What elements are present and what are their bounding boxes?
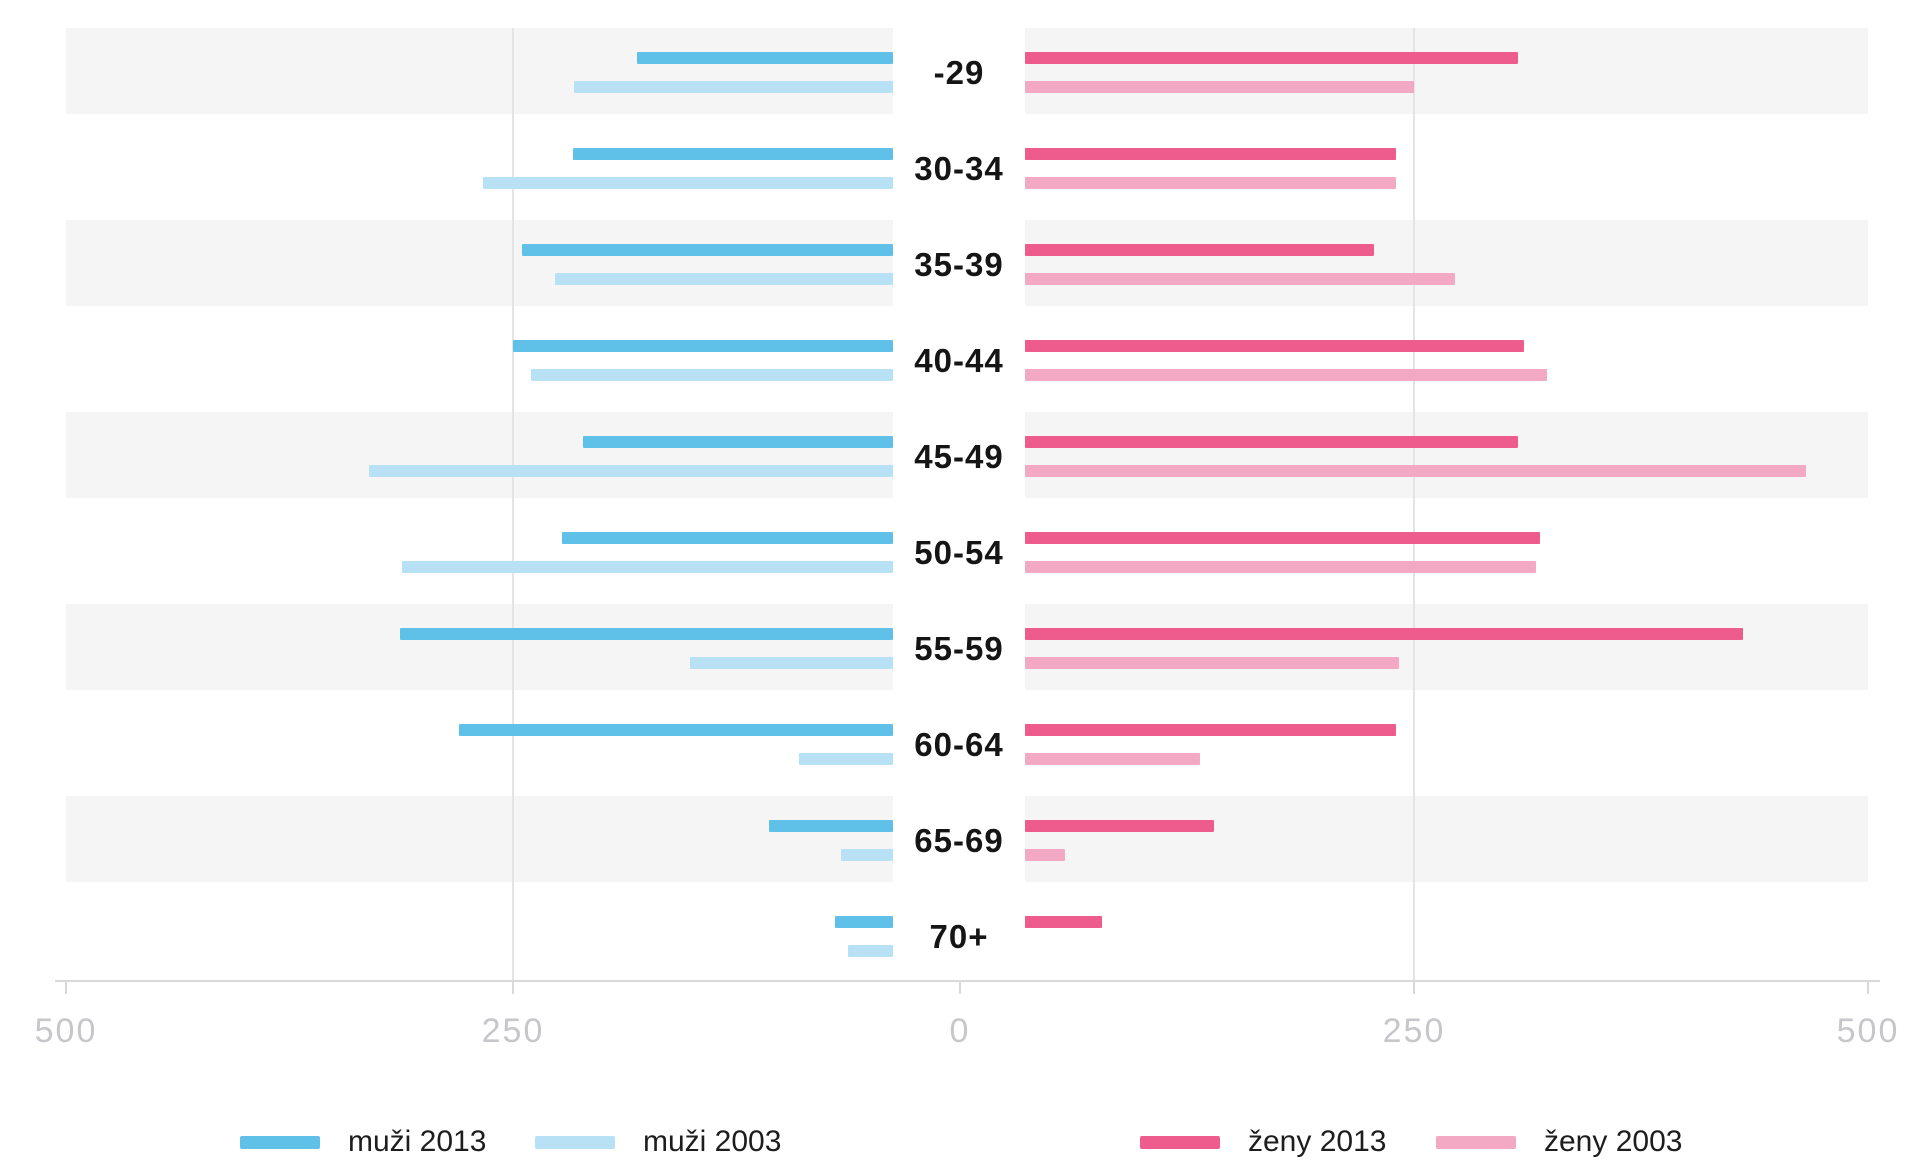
bar-muzi-2003-45-49[interactable] bbox=[369, 465, 893, 477]
legend-label: muži 2003 bbox=[643, 1125, 782, 1158]
bar-muzi-2013-30-34[interactable] bbox=[573, 148, 893, 160]
legend-item-muzi-2013[interactable]: muži 2013 bbox=[240, 1125, 487, 1158]
legend-label: muži 2013 bbox=[348, 1125, 487, 1158]
bar-muzi-2013-45-49[interactable] bbox=[583, 436, 893, 448]
bar-muzi-2003-65-69[interactable] bbox=[841, 849, 893, 861]
axis-tick bbox=[65, 980, 67, 994]
age-label-60-64: 60-64 bbox=[914, 726, 1004, 763]
row-band bbox=[66, 604, 893, 690]
row-band bbox=[66, 412, 893, 498]
bar-muzi-2013-35-39[interactable] bbox=[522, 244, 893, 256]
bar-muzi-2003-30-34[interactable] bbox=[483, 177, 893, 189]
age-label-70+: 70+ bbox=[929, 918, 989, 955]
bar-muzi-2013--29[interactable] bbox=[637, 52, 893, 64]
gridline-250 bbox=[512, 28, 514, 980]
bar-zeny-2003--29[interactable] bbox=[1025, 81, 1414, 93]
age-label-65-69: 65-69 bbox=[914, 822, 1004, 859]
bar-muzi-2003-40-44[interactable] bbox=[531, 369, 893, 381]
bar-zeny-2013-40-44[interactable] bbox=[1025, 340, 1524, 352]
legend-item-zeny-2013[interactable]: ženy 2013 bbox=[1140, 1125, 1387, 1158]
bar-zeny-2013-45-49[interactable] bbox=[1025, 436, 1518, 448]
axis-tick bbox=[512, 980, 514, 994]
bar-muzi-2003-35-39[interactable] bbox=[555, 273, 893, 285]
bar-zeny-2003-60-64[interactable] bbox=[1025, 753, 1200, 765]
bar-muzi-2013-65-69[interactable] bbox=[769, 820, 893, 832]
bar-zeny-2003-30-34[interactable] bbox=[1025, 177, 1396, 189]
bar-zeny-2003-65-69[interactable] bbox=[1025, 849, 1065, 861]
x-axis-line bbox=[55, 980, 1880, 982]
bar-muzi-2003-50-54[interactable] bbox=[402, 561, 893, 573]
row-band bbox=[1025, 412, 1868, 498]
axis-tick bbox=[1867, 980, 1869, 994]
bar-zeny-2013-35-39[interactable] bbox=[1025, 244, 1374, 256]
legend-swatch-zeny-2013 bbox=[1140, 1135, 1220, 1149]
bar-zeny-2013-50-54[interactable] bbox=[1025, 532, 1540, 544]
age-label--29: -29 bbox=[933, 54, 985, 91]
axis-tick-label: 250 bbox=[481, 1012, 545, 1050]
axis-tick-label: 500 bbox=[34, 1012, 98, 1050]
row-band bbox=[1025, 604, 1868, 690]
axis-tick-label: 500 bbox=[1836, 1012, 1900, 1050]
gridline-250 bbox=[1413, 28, 1415, 980]
bar-muzi-2013-50-54[interactable] bbox=[562, 532, 893, 544]
age-label-45-49: 45-49 bbox=[914, 438, 1004, 475]
axis-tick bbox=[959, 980, 961, 994]
legend-label: ženy 2003 bbox=[1544, 1125, 1683, 1158]
legend-swatch-muzi-2013 bbox=[240, 1135, 320, 1149]
row-band bbox=[66, 28, 893, 114]
row-band bbox=[1025, 28, 1868, 114]
bar-zeny-2013-55-59[interactable] bbox=[1025, 628, 1743, 640]
bar-muzi-2003--29[interactable] bbox=[574, 81, 893, 93]
bar-zeny-2013-65-69[interactable] bbox=[1025, 820, 1214, 832]
age-label-55-59: 55-59 bbox=[914, 630, 1004, 667]
bar-zeny-2013--29[interactable] bbox=[1025, 52, 1518, 64]
axis-tick bbox=[1413, 980, 1415, 994]
bar-muzi-2013-60-64[interactable] bbox=[459, 724, 893, 736]
age-label-35-39: 35-39 bbox=[914, 246, 1004, 283]
bar-zeny-2013-30-34[interactable] bbox=[1025, 148, 1396, 160]
legend-label: ženy 2013 bbox=[1248, 1125, 1387, 1158]
bar-muzi-2003-60-64[interactable] bbox=[799, 753, 893, 765]
bar-zeny-2003-50-54[interactable] bbox=[1025, 561, 1536, 573]
row-band bbox=[66, 220, 893, 306]
bar-zeny-2013-70+[interactable] bbox=[1025, 916, 1102, 928]
axis-tick-label: 0 bbox=[949, 1012, 971, 1050]
bar-zeny-2003-45-49[interactable] bbox=[1025, 465, 1806, 477]
bar-zeny-2013-60-64[interactable] bbox=[1025, 724, 1396, 736]
bar-zeny-2003-35-39[interactable] bbox=[1025, 273, 1455, 285]
legend-swatch-muzi-2003 bbox=[535, 1135, 615, 1149]
axis-tick-label: 250 bbox=[1382, 1012, 1446, 1050]
row-band bbox=[1025, 796, 1868, 882]
legend-swatch-zeny-2003 bbox=[1436, 1135, 1516, 1149]
bar-muzi-2003-70+[interactable] bbox=[848, 945, 893, 957]
age-label-50-54: 50-54 bbox=[914, 534, 1004, 571]
bar-muzi-2013-40-44[interactable] bbox=[513, 340, 893, 352]
age-label-40-44: 40-44 bbox=[914, 342, 1004, 379]
bar-zeny-2003-55-59[interactable] bbox=[1025, 657, 1399, 669]
bar-muzi-2003-55-59[interactable] bbox=[690, 657, 893, 669]
legend-item-muzi-2003[interactable]: muži 2003 bbox=[535, 1125, 782, 1158]
bar-muzi-2013-55-59[interactable] bbox=[400, 628, 893, 640]
bar-muzi-2013-70+[interactable] bbox=[835, 916, 893, 928]
age-label-30-34: 30-34 bbox=[914, 150, 1004, 187]
legend-item-zeny-2003[interactable]: ženy 2003 bbox=[1436, 1125, 1683, 1158]
row-band bbox=[1025, 220, 1868, 306]
bar-zeny-2003-40-44[interactable] bbox=[1025, 369, 1547, 381]
row-band bbox=[66, 796, 893, 882]
